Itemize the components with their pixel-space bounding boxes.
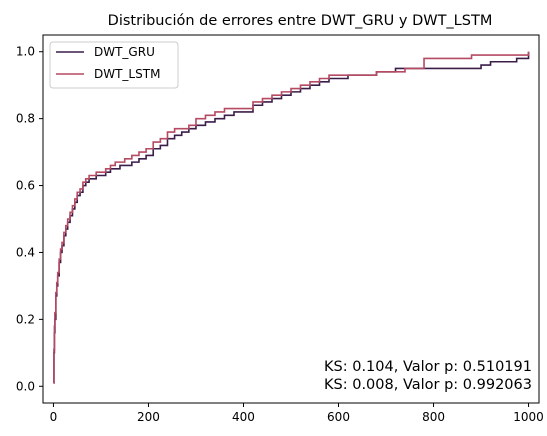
y-tick-label: 0.4 [16, 245, 35, 259]
series-line-dwt-gru [53, 51, 530, 384]
legend-label-dwt-lstm: DWT_LSTM [94, 67, 160, 81]
y-tick-label: 0.0 [16, 379, 35, 393]
y-tick-label: 0.8 [16, 112, 35, 126]
plot-frame [42, 34, 540, 404]
y-tick-label: 0.2 [16, 312, 35, 326]
x-tick-label: 600 [327, 410, 350, 424]
y-axis: 0.0 0.2 0.4 0.6 0.8 1.0 [16, 45, 43, 393]
x-tick-label: 1000 [513, 410, 544, 424]
ks-annotation-2: KS: 0.008, Valor p: 0.992063 [324, 377, 532, 393]
x-tick-label: 800 [422, 410, 445, 424]
series-lines [53, 51, 530, 384]
y-tick-label: 1.0 [16, 45, 35, 59]
legend-box [49, 41, 179, 89]
chart-title: Distribución de errores entre DWT_GRU y … [108, 13, 493, 29]
legend: DWT_GRU DWT_LSTM [49, 41, 179, 89]
x-tick-label: 200 [137, 410, 160, 424]
x-tick-label: 400 [232, 410, 255, 424]
x-axis: 0 200 400 600 800 1000 [50, 403, 544, 424]
ks-annotation-1: KS: 0.104, Valor p: 0.510191 [324, 359, 532, 375]
series-line-dwt-lstm [53, 51, 530, 384]
x-tick-label: 0 [50, 410, 58, 424]
legend-label-dwt-gru: DWT_GRU [94, 45, 155, 59]
y-tick-label: 0.6 [16, 179, 35, 193]
